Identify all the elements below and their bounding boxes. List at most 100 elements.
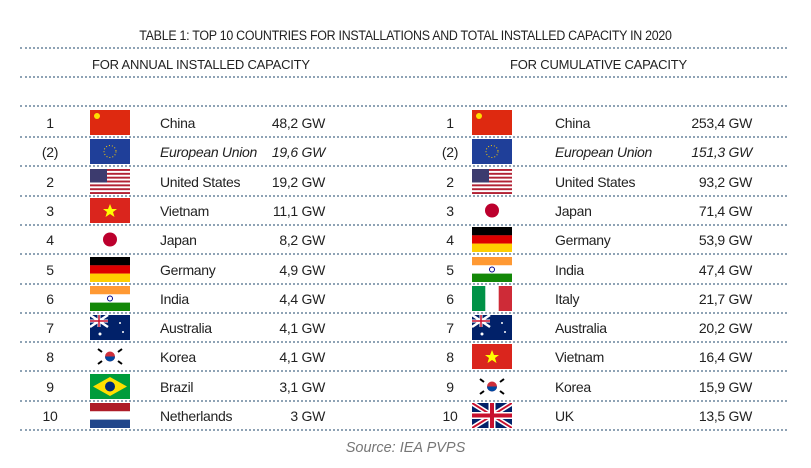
capacity-value: 93,2 GW xyxy=(698,173,752,190)
country-name: China xyxy=(555,115,591,131)
capacity-value: 71,4 GW xyxy=(698,202,752,219)
country-name: Japan xyxy=(555,202,592,219)
rank: (2) xyxy=(441,144,459,161)
divider xyxy=(20,194,787,197)
table-row: 6 India 4,4 GW 6 Italy 21,7 GW xyxy=(20,284,787,313)
flag-us-icon xyxy=(472,168,512,194)
capacity-value: 48,2 GW xyxy=(271,115,325,131)
rank: 1 xyxy=(446,115,454,131)
country-name: Vietnam xyxy=(160,202,210,219)
country-name: United States xyxy=(160,173,241,190)
flag-us-icon xyxy=(90,168,130,194)
divider xyxy=(20,223,787,226)
country-name: Korea xyxy=(555,378,591,395)
country-name: Italy xyxy=(555,290,580,307)
flag-jp-icon xyxy=(472,197,512,223)
table-row: 8 Korea 4,1 GW 8 Vietnam 16,4 GW xyxy=(20,342,787,371)
country-name: Australia xyxy=(555,320,607,337)
divider xyxy=(20,76,787,78)
capacity-value: 151,3 GW xyxy=(691,144,752,161)
rank: 9 xyxy=(446,378,454,395)
rank: 3 xyxy=(46,202,54,219)
capacity-value: 3,1 GW xyxy=(279,378,325,395)
divider xyxy=(20,370,787,373)
flag-eu-icon xyxy=(472,139,512,165)
capacity-value: 4,1 GW xyxy=(279,349,325,366)
capacity-value: 20,2 GW xyxy=(698,320,752,337)
rank: 3 xyxy=(446,202,454,219)
divider xyxy=(20,341,787,344)
rank: 6 xyxy=(446,290,454,307)
capacity-value: 8,2 GW xyxy=(279,232,325,249)
table-row: 10 Netherlands 3 GW 10 UK 13,5 GW xyxy=(20,401,787,430)
table-row: 2 United States 19,2 GW 2 United States 9… xyxy=(20,167,787,196)
rank: 2 xyxy=(446,173,454,190)
rank: 10 xyxy=(42,408,58,424)
capacity-value: 11,1 GW xyxy=(272,202,325,219)
table-row: 7 Australia 4,1 GW 7 Australia 20,2 GW xyxy=(20,313,787,342)
flag-br-icon xyxy=(90,373,130,399)
capacity-value: 13,5 GW xyxy=(698,408,752,424)
table-title: TABLE 1: TOP 10 COUNTRIES FOR INSTALLATI… xyxy=(139,28,672,43)
flag-kr-icon xyxy=(472,373,512,399)
rank: 1 xyxy=(46,115,54,131)
table-row: 3 Vietnam 11,1 GW 3 Japan 71,4 GW xyxy=(20,196,787,225)
flag-au-icon xyxy=(472,315,512,341)
divider xyxy=(20,47,787,49)
divider xyxy=(20,253,787,256)
rank: 6 xyxy=(46,290,54,307)
rank: (2) xyxy=(41,144,59,161)
rank: 7 xyxy=(46,320,54,337)
table-row: 4 Japan 8,2 GW 4 Germany 53,9 GW xyxy=(20,225,787,254)
country-name: Germany xyxy=(555,232,611,249)
capacity-value: 21,7 GW xyxy=(698,290,752,307)
country-name: European Union xyxy=(555,144,652,161)
rank: 2 xyxy=(46,173,54,190)
country-name: European Union xyxy=(160,144,257,161)
capacity-value: 4,4 GW xyxy=(279,290,325,307)
capacity-value: 53,9 GW xyxy=(698,232,752,249)
rank: 9 xyxy=(46,378,54,395)
country-name: Vietnam xyxy=(555,349,605,366)
flag-de-icon xyxy=(472,227,512,253)
rank: 10 xyxy=(442,408,458,424)
country-name: India xyxy=(160,290,189,307)
capacity-value: 4,1 GW xyxy=(279,320,325,337)
capacity-value: 19,6 GW xyxy=(271,144,325,161)
flag-kr-icon xyxy=(90,344,130,370)
flag-au-icon xyxy=(90,315,130,341)
flag-in-icon xyxy=(90,285,130,311)
flag-cn-icon xyxy=(90,110,130,135)
rank: 4 xyxy=(446,232,454,249)
divider xyxy=(20,282,787,285)
country-name: India xyxy=(555,261,584,278)
country-name: Australia xyxy=(160,320,212,337)
cumulative-header: FOR CUMULATIVE CAPACITY xyxy=(510,57,687,72)
divider xyxy=(20,165,787,168)
flag-de-icon xyxy=(90,256,130,282)
country-name: United States xyxy=(555,173,636,190)
divider xyxy=(20,311,787,314)
rank: 5 xyxy=(446,261,454,278)
divider xyxy=(20,429,787,431)
rank: 5 xyxy=(46,261,54,278)
divider xyxy=(20,399,787,402)
flag-it-icon xyxy=(472,285,512,311)
annual-header: FOR ANNUAL INSTALLED CAPACITY xyxy=(92,57,310,72)
flag-vn-icon xyxy=(472,344,512,370)
country-name: Japan xyxy=(160,232,197,249)
capacity-value: 15,9 GW xyxy=(698,378,752,395)
flag-cn-icon xyxy=(472,110,512,135)
flag-in-icon xyxy=(472,256,512,282)
flag-nl-icon xyxy=(90,403,130,428)
capacity-value: 253,4 GW xyxy=(691,115,752,131)
table-row: 5 Germany 4,9 GW 5 India 47,4 GW xyxy=(20,255,787,284)
capacity-value: 3 GW xyxy=(290,408,325,424)
flag-eu-icon xyxy=(90,139,130,165)
capacity-value: 4,9 GW xyxy=(279,261,325,278)
table-row: (2) European Union 19,6 GW (2) European U… xyxy=(20,137,787,166)
country-name: Netherlands xyxy=(160,408,233,424)
rank: 4 xyxy=(46,232,54,249)
source-note: Source: IEA PVPS xyxy=(345,440,466,456)
flag-jp-icon xyxy=(90,227,130,253)
